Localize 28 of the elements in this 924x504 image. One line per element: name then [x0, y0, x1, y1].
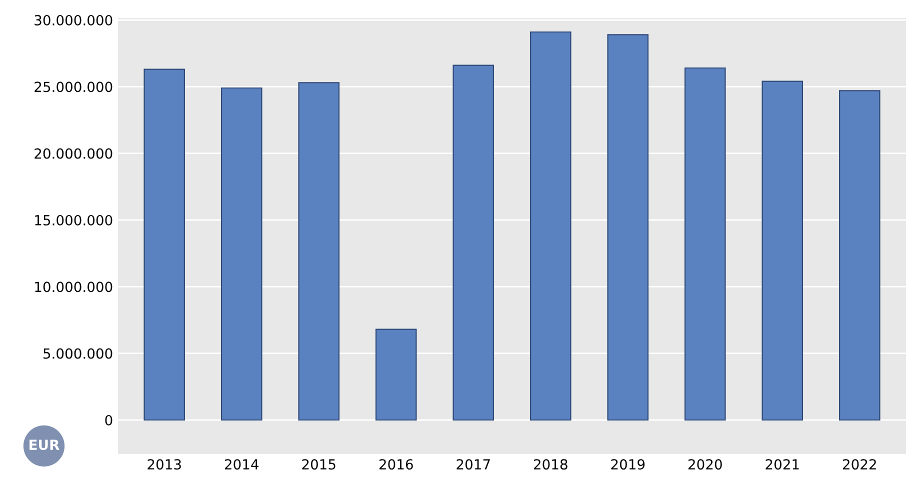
bar	[530, 31, 572, 421]
bar	[452, 64, 494, 421]
y-tick-label: 15.000.000	[35, 214, 112, 226]
x-tick-label: 2015	[302, 459, 336, 470]
bar	[144, 68, 185, 421]
y-axis-title: EUR	[30, 440, 60, 450]
x-tick-label: 2018	[534, 459, 568, 470]
x-tick-label: 2022	[842, 459, 876, 470]
bar	[839, 90, 880, 421]
bar	[684, 67, 726, 421]
bar	[762, 80, 804, 421]
x-tick-label: 2019	[611, 459, 645, 470]
bar	[220, 87, 262, 421]
x-tick-label: 2013	[148, 459, 181, 470]
y-tick-label: 30.000.000	[34, 14, 112, 26]
x-tick-label: 2014	[224, 459, 258, 470]
bar	[298, 82, 340, 421]
y-tick-label: 25.000.000	[34, 82, 112, 92]
x-tick-label: 2016	[379, 459, 413, 470]
y-tick-label: 10.000.000	[35, 282, 112, 292]
x-tick-label: 2021	[766, 459, 799, 470]
y-tick-label: 20.000.000	[34, 148, 112, 159]
bar	[375, 328, 417, 421]
y-tick-label: 0	[105, 414, 112, 426]
x-tick-label: 2017	[456, 459, 490, 470]
bar	[607, 34, 649, 421]
y-tick-label: 5.000.000	[44, 348, 112, 359]
x-tick-label: 2020	[688, 459, 722, 470]
